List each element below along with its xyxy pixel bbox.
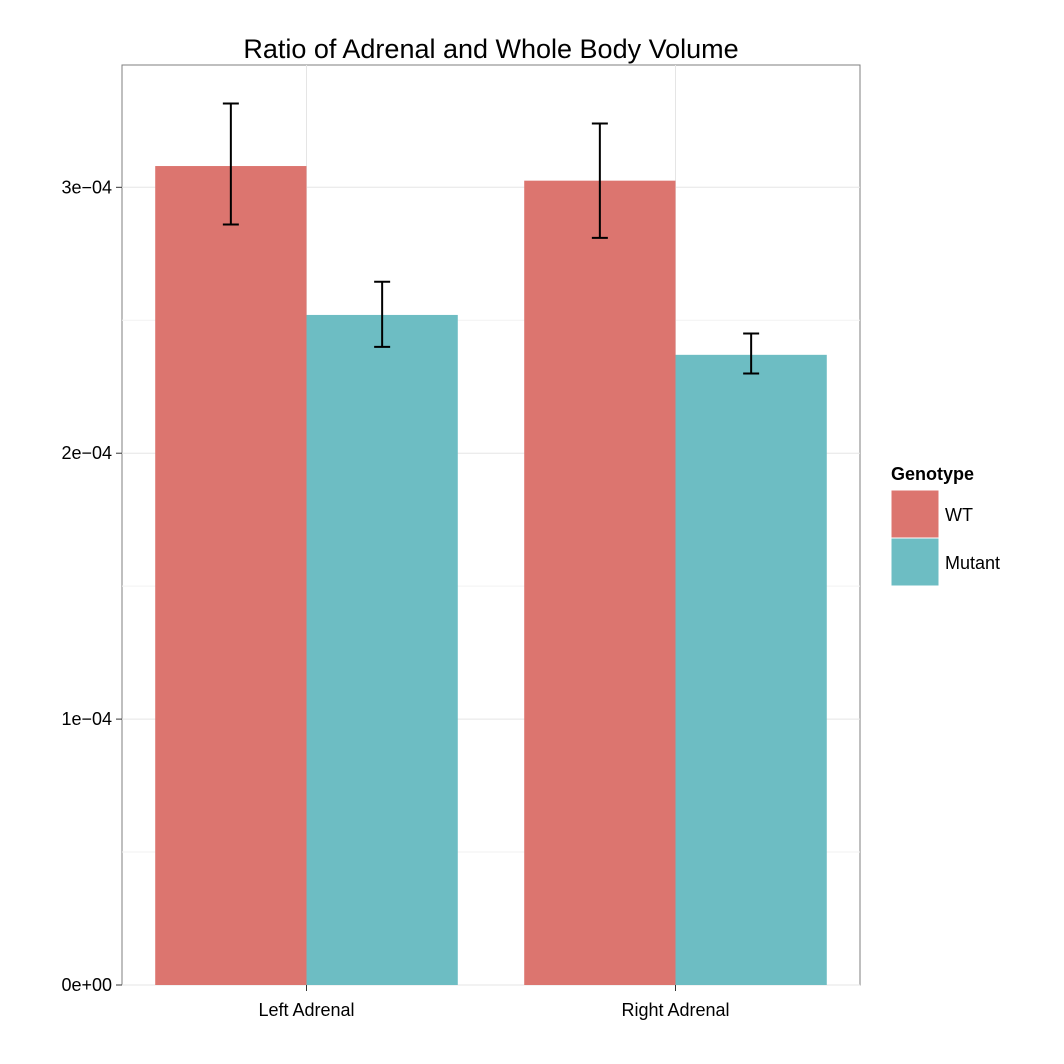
legend-label-mutant: Mutant — [945, 553, 1000, 573]
y-tick-label: 2e−04 — [61, 443, 112, 463]
x-tick-label: Left Adrenal — [258, 1000, 354, 1020]
axes: 0e+00 1e−04 2e−04 3e−04 Left Adrenal Right Ad… — [61, 177, 729, 1020]
y-tick-label: 3e−04 — [61, 177, 112, 197]
bar-mutant-0 — [306, 314, 458, 985]
legend-items: WT Mutant — [890, 489, 1000, 587]
y-tick-label: 0e+00 — [61, 975, 112, 995]
bar-wt-1 — [524, 180, 676, 985]
legend: Genotype WT Mutant — [890, 464, 1000, 587]
bar-mutant-1 — [675, 354, 827, 985]
x-tick-label: Right Adrenal — [621, 1000, 729, 1020]
legend-key-mutant — [890, 537, 940, 587]
legend-label-wt: WT — [945, 505, 973, 525]
bars — [155, 166, 827, 985]
y-tick-label: 1e−04 — [61, 709, 112, 729]
legend-title: Genotype — [891, 464, 974, 484]
error-bars — [222, 102, 760, 375]
bar-wt-0 — [155, 166, 307, 985]
legend-key-wt — [890, 489, 940, 539]
chart-title: Ratio of Adrenal and Whole Body Volume — [243, 34, 738, 64]
